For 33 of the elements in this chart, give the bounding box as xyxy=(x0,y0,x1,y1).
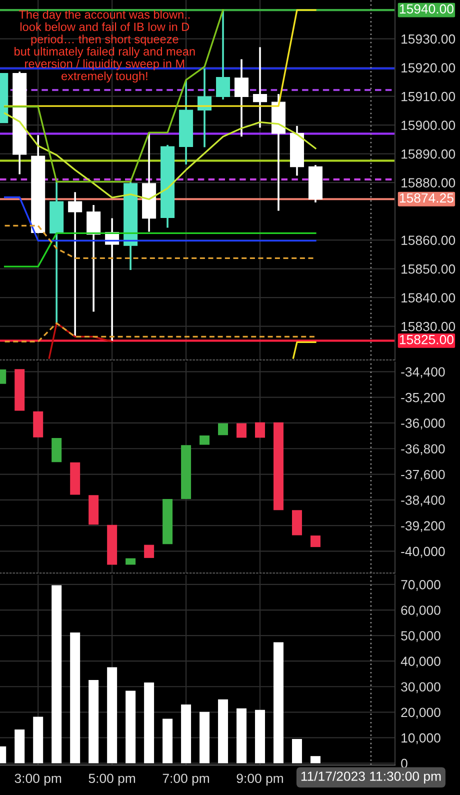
y-tick-label: -35,200 xyxy=(401,392,445,404)
y-tick-label: 15920.00 xyxy=(402,63,456,72)
ref-line-label: 15825.00 xyxy=(400,334,454,344)
y-tick-label: -36,000 xyxy=(401,418,445,430)
y-tick-label: 15840.00 xyxy=(402,293,456,302)
y-tick-label: 40,000 xyxy=(400,656,440,668)
x-tick-label: 9:00 pm xyxy=(236,774,283,786)
y-tick-label: 10,000 xyxy=(402,733,440,744)
y-tick-label: 60,000 xyxy=(401,606,440,616)
y-tick-label: 50,000 xyxy=(401,631,440,642)
y-tick-label: -40,000 xyxy=(401,546,445,558)
text: 11/17/2023 11:30:00 pm xyxy=(301,771,441,784)
y-tick-label: -34,400 xyxy=(401,367,445,378)
y-tick-label: 30,000 xyxy=(401,682,440,694)
x-tick-label: 3:00 pm xyxy=(14,774,62,786)
y-tick-label: 15880.00 xyxy=(402,178,456,188)
y-tick-label: 15830.00 xyxy=(402,322,456,332)
y-tick-label: 15930.00 xyxy=(402,34,456,44)
x-tick-label: 5:00 pm xyxy=(88,774,136,786)
y-tick-label: -39,200 xyxy=(401,521,445,532)
ref-line-label: 15940.00 xyxy=(400,4,454,14)
y-tick-label: -37,600 xyxy=(401,470,445,481)
y-tick-label: -38,400 xyxy=(401,495,445,506)
y-tick-label: 20,000 xyxy=(401,708,440,719)
y-tick-label: 70,000 xyxy=(401,580,440,591)
ref-line-label: 15874.25 xyxy=(400,193,454,203)
y-tick-label: 15900.00 xyxy=(402,120,456,130)
y-tick-label: -36,800 xyxy=(401,444,445,456)
y-tick-label: 15850.00 xyxy=(402,264,456,274)
y-tick-label: 15860.00 xyxy=(402,236,456,245)
y-tick-label: 15890.00 xyxy=(402,149,456,159)
x-tick-label: 7:00 pm xyxy=(162,774,210,786)
y-tick-label: 15910.00 xyxy=(402,92,456,102)
